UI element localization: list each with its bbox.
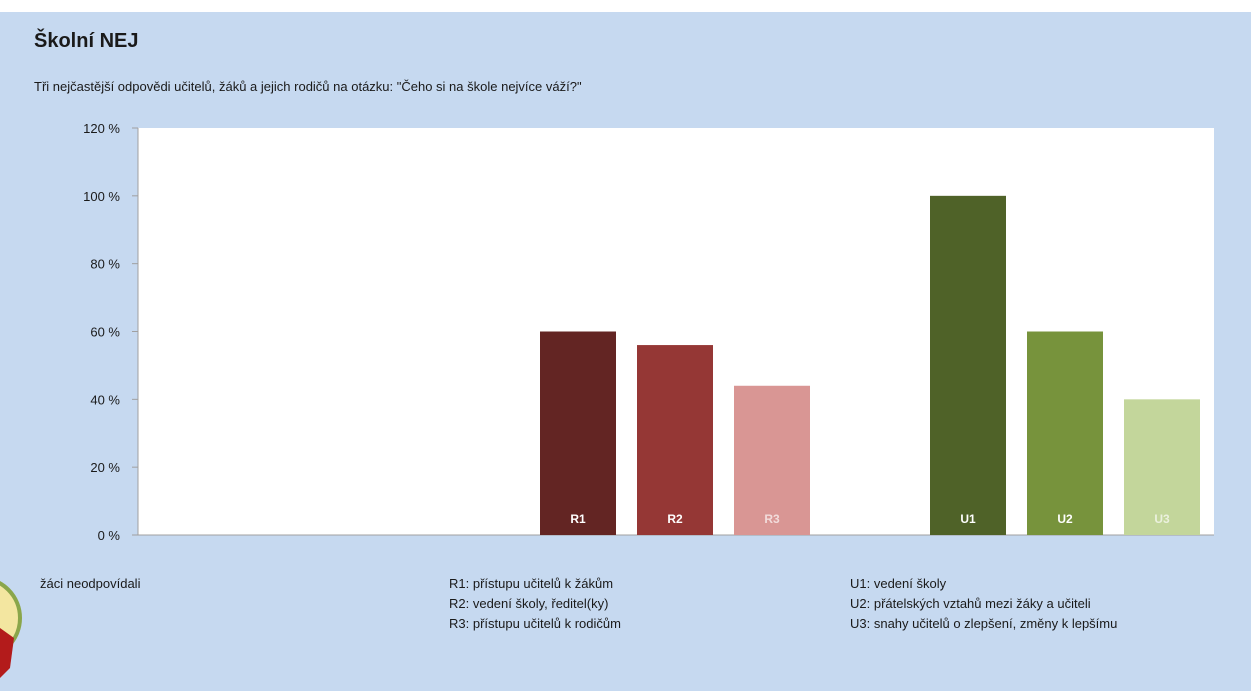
bar-label-r1: R1: [570, 512, 586, 526]
bar-label-r3: R3: [764, 512, 780, 526]
legend-r2: R2: vedení školy, ředitel(ky): [449, 596, 609, 611]
bar-u1: [930, 195, 1006, 536]
decorative-logo-fragment: [0, 568, 22, 679]
legend-r3: R3: přístupu učitelů k rodičům: [449, 616, 621, 631]
bar-label-u3: U3: [1154, 512, 1170, 526]
bar-label-u1: U1: [960, 512, 976, 526]
top-strip: [0, 0, 1251, 12]
y-tick-label: 0 %: [98, 528, 121, 543]
y-tick-label: 120 %: [83, 121, 120, 136]
bar-u2: [1027, 331, 1103, 535]
legend-ucitele: U1: vedení školy U2: přátelských vztahů …: [850, 574, 1117, 634]
bar-r1: [540, 331, 616, 535]
y-tick-label: 100 %: [83, 189, 120, 204]
bar-r3: [734, 385, 810, 535]
legend-u1: U1: vedení školy: [850, 576, 947, 591]
bar-label-r2: R2: [667, 512, 683, 526]
legend-u3: U3: snahy učitelů o zlepšení, změny k le…: [850, 616, 1118, 631]
legend-u2: U2: přátelských vztahů mezi žáky a učite…: [850, 596, 1091, 611]
y-tick-label: 60 %: [90, 325, 120, 340]
y-tick-label: 80 %: [90, 257, 120, 272]
legend-zaci: žáci neodpovídali: [40, 574, 140, 594]
y-tick-label: 40 %: [90, 392, 120, 407]
legend-rodice: R1: přístupu učitelů k žákům R2: vedení …: [449, 574, 621, 634]
bar-u3: [1124, 399, 1200, 535]
bar-label-u2: U2: [1057, 512, 1073, 526]
y-tick-label: 20 %: [90, 460, 120, 475]
legend-r1: R1: přístupu učitelů k žákům: [449, 576, 614, 591]
bar-r2: [637, 345, 713, 535]
chart-subtitle: Tři nejčastější odpovědi učitelů, žáků a…: [34, 79, 582, 94]
page-title: Školní NEJ: [34, 30, 139, 52]
legend-zaci-line: žáci neodpovídali: [40, 576, 141, 591]
